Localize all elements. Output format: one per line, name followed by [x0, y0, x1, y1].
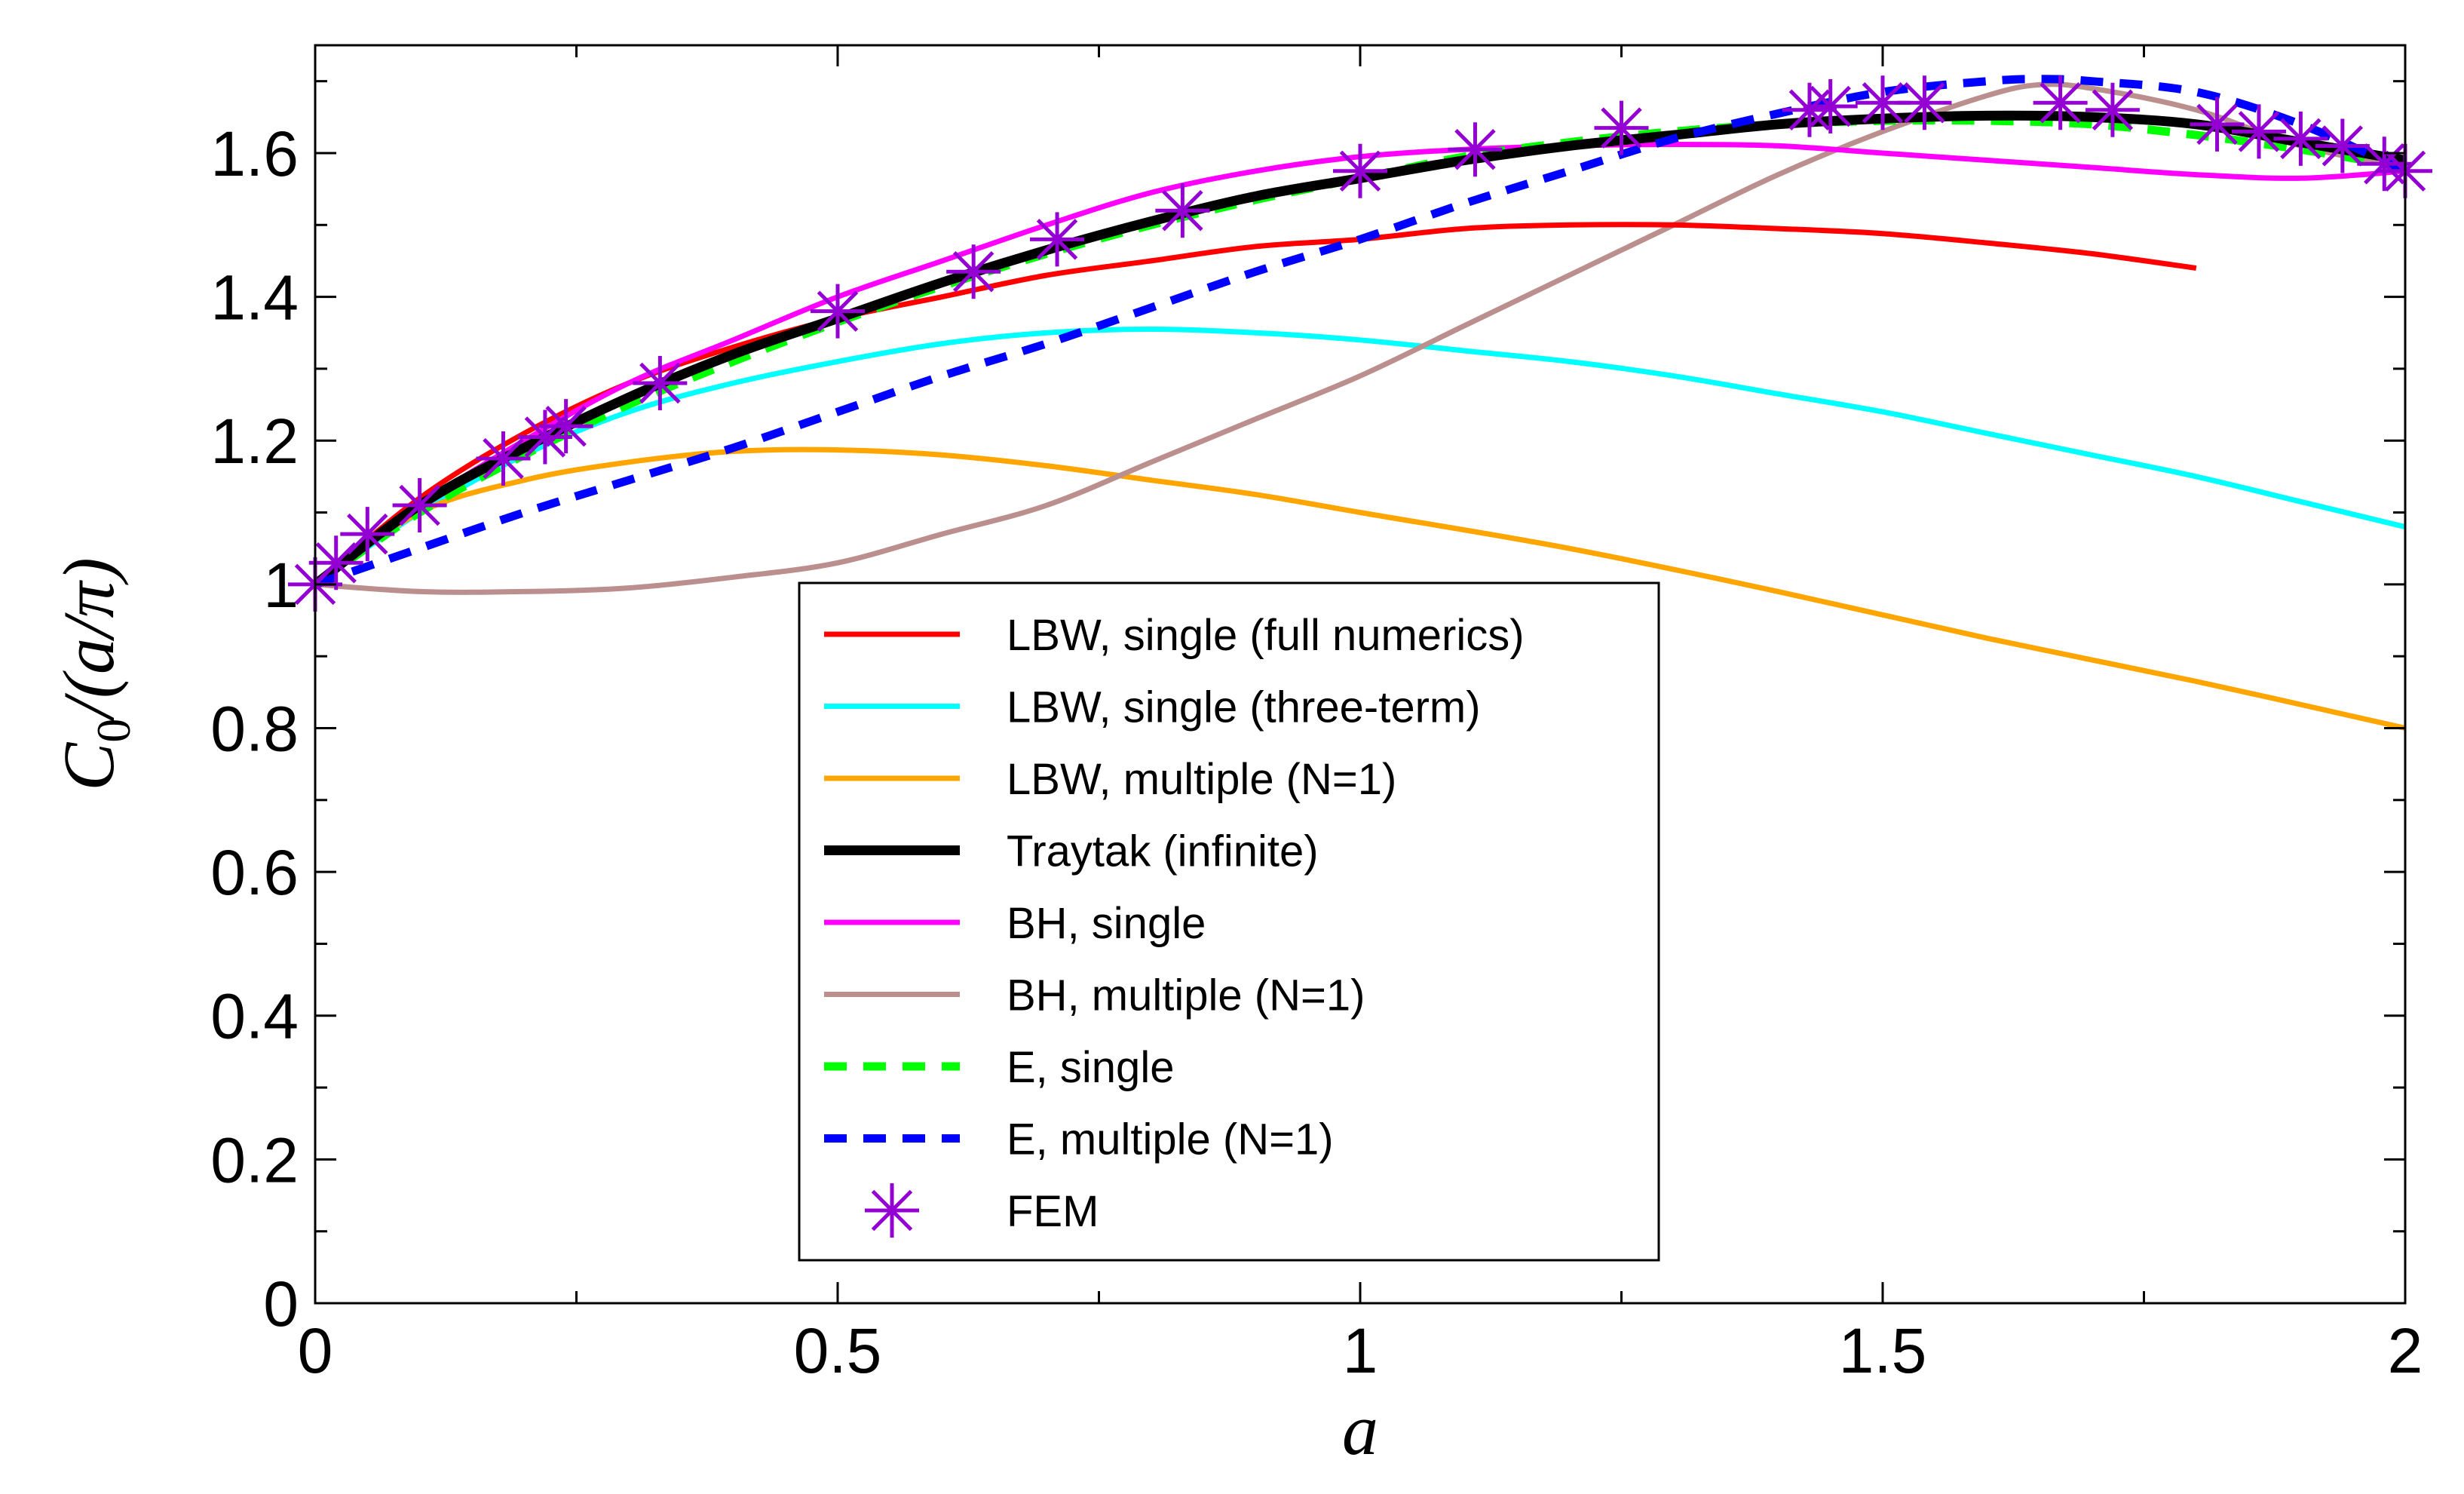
legend: LBW, single (full numerics) LBW, single (… [798, 581, 1660, 1262]
series-line-8 [315, 75, 2405, 589]
plot-area [288, 75, 2432, 731]
series-line-2 [315, 326, 2405, 587]
x-tick-label: 0 [298, 1315, 333, 1386]
fem-marker [1594, 100, 1649, 155]
legend-item: E, multiple (N=1) [824, 1115, 1334, 1164]
y-axis-title: C0/(a/π) [48, 557, 140, 790]
legend-item: BH, single [824, 899, 1206, 948]
x-tick-label: 0.5 [794, 1315, 882, 1386]
y-tick-label: 0.2 [210, 1124, 299, 1195]
axis-titles: a C0/(a/π) [48, 557, 1378, 1470]
y-tick-label: 1 [263, 550, 299, 621]
x-tick-label: 1.5 [1839, 1315, 1927, 1386]
legend-item: LBW, multiple (N=1) [824, 755, 1396, 804]
fem-marker [476, 431, 531, 486]
fem-marker [1448, 122, 1503, 177]
legend-item: LBW, single (three-term) [824, 683, 1481, 732]
fem-marker [2190, 97, 2245, 152]
series-line-1 [315, 222, 2197, 587]
fem-marker [538, 399, 593, 454]
y-tick-label: 0.8 [210, 693, 299, 764]
y-tick-label: 1.4 [210, 262, 299, 333]
legend-item: E, single [824, 1043, 1174, 1092]
fem-marker [946, 244, 1001, 299]
fem-marker [1030, 212, 1085, 267]
fem-marker [517, 410, 572, 465]
fem-marker [340, 507, 395, 562]
fem-marker [392, 478, 447, 533]
fem-marker [2033, 75, 2088, 130]
fem-marker [2085, 82, 2140, 137]
legend-label: BH, multiple (N=1) [1007, 971, 1365, 1020]
x-tick-label: 1 [1343, 1315, 1378, 1386]
fem-marker [811, 284, 865, 339]
legend-marker-fem [865, 1183, 919, 1238]
series-line-6 [315, 81, 2405, 595]
legend-item: LBW, single (full numerics) [824, 611, 1525, 660]
fem-marker [2273, 111, 2328, 166]
x-axis-title: a [1342, 1389, 1378, 1470]
fem-marker [2357, 137, 2412, 192]
axes: 0 0.5 1 1.5 2 0 0.2 0.4 0.6 0.8 1 1.2 1.4 1.6 [210, 44, 2423, 1386]
legend-item: FEM [865, 1183, 1099, 1238]
legend-label: Traytak (infinite) [1007, 827, 1319, 876]
fem-marker [1155, 183, 1210, 238]
fem-marker [1333, 143, 1387, 198]
legend-label: E, single [1007, 1043, 1174, 1092]
fem-marker [1803, 79, 1858, 134]
legend-item: BH, multiple (N=1) [824, 971, 1365, 1020]
legend-label: E, multiple (N=1) [1007, 1115, 1334, 1164]
series-line-3 [315, 446, 2405, 731]
fem-marker [2315, 118, 2370, 173]
x-tick-label: 2 [2388, 1315, 2423, 1386]
legend-label: LBW, multiple (N=1) [1007, 755, 1396, 804]
y-tick-label: 0.4 [210, 981, 299, 1052]
y-tick-label: 0.6 [210, 837, 299, 908]
y-tick-label: 0 [263, 1269, 299, 1339]
legend-label: BH, single [1007, 899, 1206, 948]
y-tick-label: 1.6 [210, 118, 299, 189]
y-tick-label: 1.2 [210, 406, 299, 477]
legend-label: LBW, single (full numerics) [1007, 611, 1525, 660]
series-line-5 [315, 141, 2405, 587]
legend-label: LBW, single (three-term) [1007, 683, 1481, 732]
fem-marker [1897, 75, 1952, 130]
legend-label: FEM [1007, 1187, 1099, 1236]
legend-item: Traytak (infinite) [824, 827, 1319, 876]
fem-marker [633, 355, 688, 410]
fem-marker [2231, 104, 2286, 159]
